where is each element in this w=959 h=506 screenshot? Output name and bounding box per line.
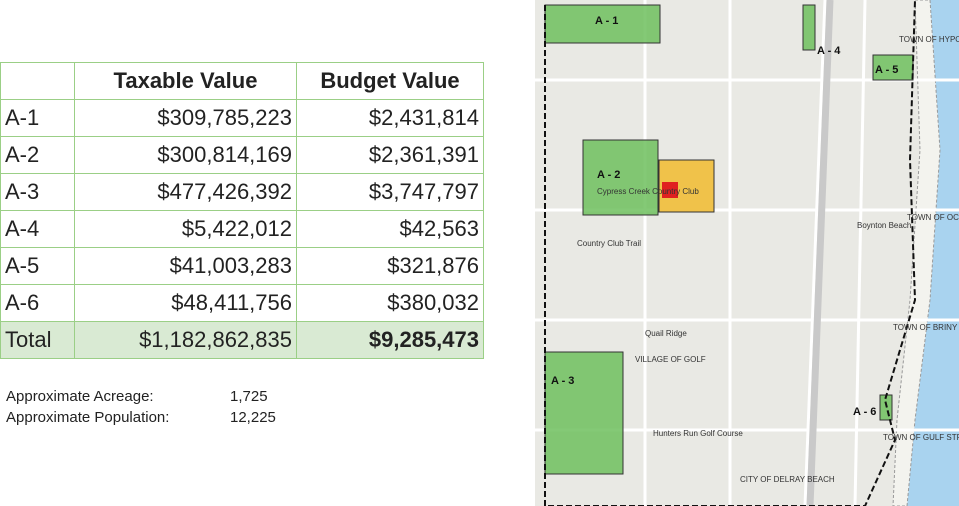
place-label: TOWN OF HYPOLUXO [899,35,959,44]
place-label: Cypress Creek Country Club [597,187,699,196]
value-cell: $42,563 [296,210,484,248]
total: Total $1,182,862,835 $9,285,473 [0,321,484,359]
value-cell: $48,411,756 [74,284,297,322]
note-value: 1,725 [230,388,268,405]
row-label: A-5 [0,247,75,285]
value-cell: $309,785,223 [74,99,297,137]
value-cell: $2,431,814 [296,99,484,137]
column-header: Taxable Value [74,62,297,100]
zones [544,4,914,475]
note-label: Approximate Population: [6,409,170,426]
place-label: Quail Ridge [645,329,687,338]
column-header: Budget Value [296,62,484,100]
value-cell: $380,032 [296,284,484,322]
table-body: A-1 $309,785,223 $2,431,814 A-2 $300,814,169… [0,99,484,359]
place-label: Hunters Run Golf Course [653,429,743,438]
header-row: Taxable Value Budget Value [0,62,484,100]
note-label: Approximate Acreage: [6,388,154,405]
value-cell: $41,003,283 [74,247,297,285]
row-label: A-3 [0,173,75,211]
place-label: Boynton Beach [857,221,911,230]
value-cell: $3,747,797 [296,173,484,211]
row-label: Total [0,321,75,359]
ocean [907,0,959,506]
value-cell: $2,361,391 [296,136,484,174]
zone-label: A - 2 [597,169,620,181]
value-cell: $477,426,392 [74,173,297,211]
map: A - 1 A - 2 A - 3 A - 4 A - 5 A - 6 TOWN OF H… [535,0,959,506]
notes: Approximate Acreage: 1,725 Approximate Pop… [6,388,276,430]
place-label: TOWN OF GULF STREAM [883,433,959,442]
highlight-marker [662,182,678,198]
table-row: A-4 $5,422,012 $42,563 [0,210,484,248]
zone-labels: A - 1 A - 2 A - 3 A - 4 A - 5 A - 6 [551,15,898,418]
place-label: Country Club Trail [577,239,641,248]
value-cell: $300,814,169 [74,136,297,174]
place-label: TOWN OF BRINY BREEZES [893,323,959,332]
barrier-island [892,0,941,506]
place-label: CITY OF DELRAY BEACH [740,475,835,484]
value-cell: $5,422,012 [74,210,297,248]
table-row: A-5 $41,003,283 $321,876 [0,247,484,285]
zone-label: A - 3 [551,375,574,387]
table-row: A-3 $477,426,392 $3,747,797 [0,173,484,211]
table-row: A-6 $48,411,756 $380,032 [0,284,484,322]
place-label: TOWN OF OCEAN RIDGE [907,213,959,222]
interstate [806,0,834,506]
row-label: A-4 [0,210,75,248]
value-cell: $9,285,473 [296,321,484,359]
table-row: A-2 $300,814,169 $2,361,391 [0,136,484,174]
value-cell: $1,182,862,835 [74,321,297,359]
district-boundary [544,0,917,506]
value-cell: $321,876 [296,247,484,285]
note-value: 12,225 [230,409,276,426]
zone-label: A - 5 [875,64,898,76]
place-label: VILLAGE OF GOLF [635,355,706,364]
row-label: A-6 [0,284,75,322]
row-label: A-1 [0,99,75,137]
value-table: Taxable Value Budget Value A-1 $309,785,2… [0,62,484,359]
row-label: A-2 [0,136,75,174]
zone-label: A - 4 [817,45,841,57]
zone-label: A - 6 [853,406,876,418]
zone-label: A - 1 [595,15,618,27]
note-line: Approximate Population: 12,225 [6,409,276,430]
note-line: Approximate Acreage: 1,725 [6,388,276,409]
corner-cell [0,62,75,100]
table-row: A-1 $309,785,223 $2,431,814 [0,99,484,137]
